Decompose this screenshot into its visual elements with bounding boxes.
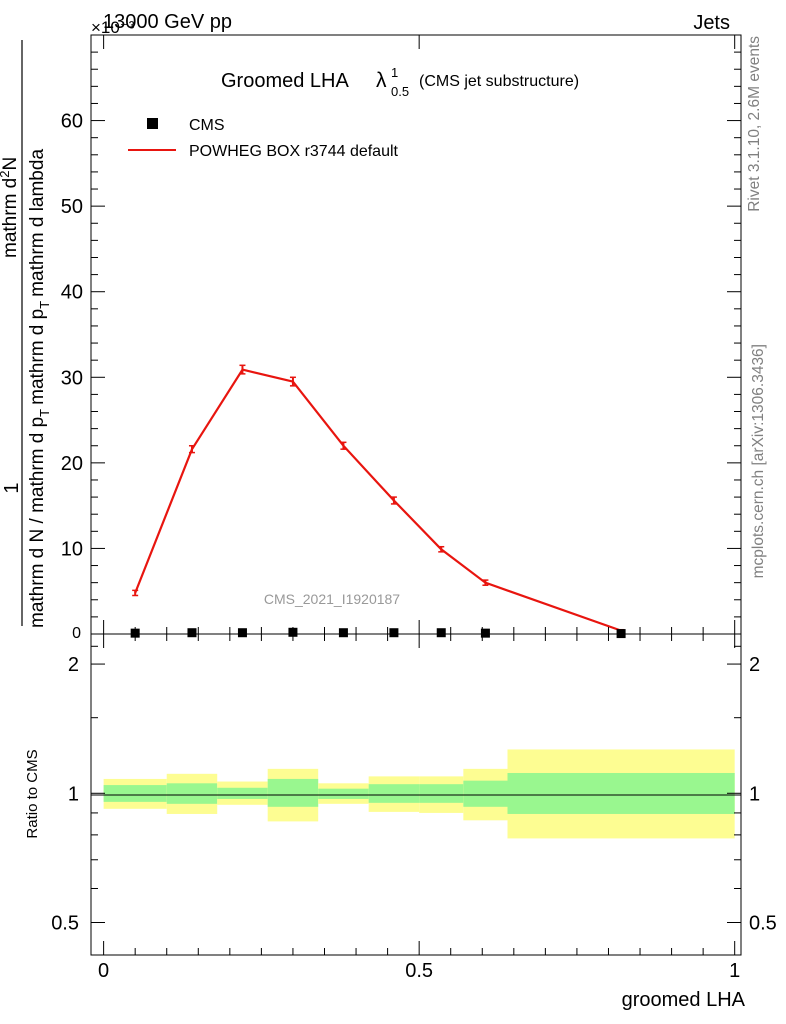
title-note: (CMS jet substructure) (419, 73, 579, 90)
rivet-credit: Rivet 3.1.10, 2.6M events (746, 36, 763, 212)
legend-powheg-label: POWHEG BOX r3744 default (189, 143, 399, 160)
ylabel-numerator: 1 (1, 482, 23, 493)
ratio-y-ticks: 0.5 0.5 1 1 2 2 (51, 645, 777, 934)
ylabel-denominator: mathrm d N / mathrm d pTmathrm d pTmathr… (27, 149, 52, 628)
cms-data-point (338, 628, 348, 638)
ratio-ytick-label-right: 0.5 (749, 912, 777, 934)
legend-cms-label: CMS (189, 117, 225, 134)
main-ytick-label: 60 (61, 111, 83, 133)
cms-data-point (237, 628, 247, 638)
ratio-bands (103, 749, 735, 839)
main-ytick-label: 30 (61, 367, 83, 389)
x-tick-label: 0 (98, 960, 109, 982)
analysis-label: CMS_2021_I1920187 (264, 591, 400, 607)
ratio-band-inner (267, 778, 319, 807)
cms-data-point (187, 628, 197, 638)
main-ytick-label: 10 (61, 538, 83, 560)
legend: CMS POWHEG BOX r3744 default (128, 117, 399, 160)
main-panel: 10 20 30 40 50 60 0 CMS_2021_I1920187 Groomed … (61, 34, 742, 642)
ratio-ytick-label-right: 1 (749, 783, 760, 805)
cms-data-point (436, 628, 446, 638)
process-label: Jets (693, 12, 730, 34)
ratio-band-inner (217, 787, 268, 799)
cms-data-point (480, 628, 490, 638)
ratio-band-inner (463, 780, 508, 807)
main-ytick-label: 20 (61, 453, 83, 475)
y-exponent-label: ×10⁻³ (91, 18, 135, 37)
ratio-band-inner (419, 784, 464, 803)
main-ytick-label: 50 (61, 196, 83, 218)
ratio-ytick-label: 1 (68, 783, 79, 805)
cms-data-point (389, 628, 399, 638)
ratio-y-axis-label: Ratio to CMS (24, 749, 41, 838)
title-lambda: λ (376, 69, 387, 92)
main-y-axis-label: 1 mathrm d N / mathrm d pTmathrm d pTmat… (0, 40, 52, 628)
ratio-band-inner (103, 785, 167, 802)
main-y-ticks: 10 20 30 40 50 60 0 (61, 51, 741, 642)
x-axis-label: groomed LHA (622, 989, 746, 1011)
mcplots-credit: mcplots.cern.ch [arXiv:1306.3436] (750, 344, 767, 578)
ylabel-numerator-differential: mathrm d2N (0, 157, 21, 258)
ratio-band-inner (166, 783, 218, 804)
main-ytick-label: 40 (61, 282, 83, 304)
title-superscript: 1 (391, 65, 398, 80)
x-tick-label: 0.5 (405, 960, 433, 982)
ratio-ytick-label-right: 2 (749, 654, 760, 676)
title-subscript: 0.5 (391, 84, 409, 99)
x-tick-label: 1 (729, 960, 740, 982)
title-main: Groomed LHA (221, 70, 349, 92)
ratio-band-inner (318, 788, 369, 799)
ratio-ytick-label: 2 (68, 654, 79, 676)
ratio-band-inner (368, 784, 420, 803)
collision-label: 13000 GeV pp (103, 11, 232, 33)
ratio-band-inner (507, 772, 735, 814)
ratio-x-ticks: 0 0.5 1 (98, 35, 740, 982)
main-ytick-label-zero: 0 (72, 625, 81, 642)
ratio-ytick-label: 0.5 (51, 912, 79, 934)
legend-cms-marker (147, 118, 158, 129)
ratio-panel: 0.5 0.51 12 2 0 0.5 1 (51, 35, 777, 982)
ratio-frame (90, 633, 742, 956)
plot-title: Groomed LHA λ 1 0.5 (CMS jet substructur… (221, 65, 579, 99)
